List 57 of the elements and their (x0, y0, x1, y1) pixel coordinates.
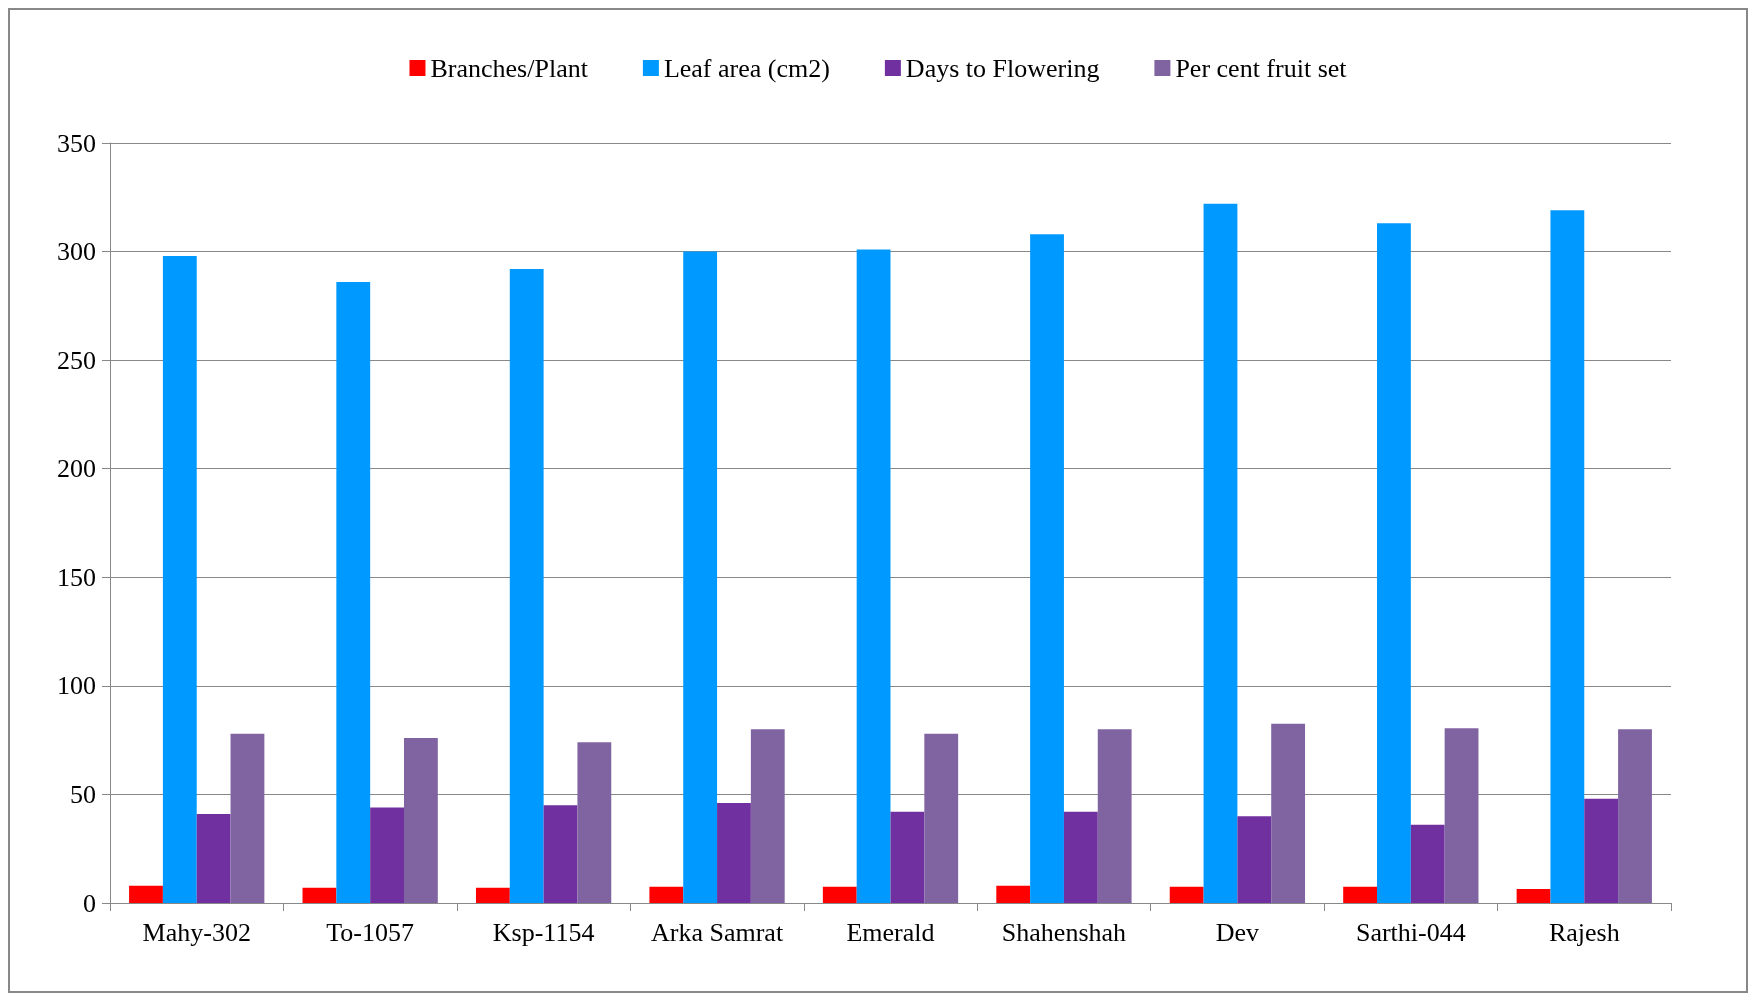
bar (1237, 816, 1272, 903)
bar (403, 737, 438, 903)
y-tick-label: 0 (83, 888, 96, 918)
bar (890, 811, 925, 903)
bar (230, 733, 265, 903)
bar (1444, 728, 1479, 903)
legend-label: Branches/Plant (430, 53, 589, 83)
bar (1550, 210, 1585, 903)
bar (1030, 234, 1064, 903)
y-tick-label: 350 (57, 128, 96, 158)
bar (1343, 886, 1378, 903)
legend-label: Per cent fruit set (1175, 53, 1348, 83)
y-tick-label: 250 (57, 345, 96, 375)
y-tick-label: 200 (57, 454, 96, 484)
bar (1410, 824, 1445, 903)
x-tick-label: To-1057 (326, 917, 415, 947)
x-tick-label: Ksp-1154 (492, 917, 595, 947)
bar (924, 733, 959, 903)
x-tick-label: Shahenshah (1001, 917, 1127, 947)
bar (302, 887, 337, 903)
bar (996, 885, 1031, 903)
bar (1063, 811, 1098, 903)
bar (129, 885, 163, 903)
bar (1584, 798, 1619, 903)
bar (509, 268, 544, 903)
bar (543, 805, 578, 903)
bar (196, 813, 231, 903)
bar (1097, 729, 1132, 903)
y-tick-label: 100 (57, 671, 96, 701)
bar (336, 281, 371, 903)
legend-label: Days to Flowering (905, 53, 1100, 83)
y-tick-label: 150 (57, 562, 96, 592)
x-tick-label: Rajesh (1548, 917, 1620, 947)
bar (1618, 729, 1652, 903)
x-tick-label: Emerald (846, 917, 935, 947)
x-tick-label: Dev (1215, 917, 1260, 947)
x-tick-label: Sarthi-044 (1355, 917, 1466, 947)
bar (822, 886, 857, 903)
bar (683, 251, 718, 903)
bar (717, 803, 751, 903)
y-tick-label: 50 (70, 779, 96, 809)
bar (1203, 203, 1238, 903)
bar (1271, 723, 1306, 903)
bar (649, 886, 684, 903)
bar (750, 729, 785, 903)
bar (1377, 223, 1411, 903)
bar (1169, 886, 1204, 903)
bar (370, 807, 404, 903)
bar (162, 255, 197, 903)
x-tick-label: Arka Samrat (650, 917, 784, 947)
legend-label: Leaf area (cm2) (663, 53, 830, 83)
bar (577, 742, 612, 903)
bar (856, 249, 891, 903)
bar (1516, 888, 1551, 903)
y-tick-label: 300 (57, 237, 96, 267)
x-tick-label: Mahy-302 (142, 917, 251, 947)
bar (475, 887, 510, 903)
